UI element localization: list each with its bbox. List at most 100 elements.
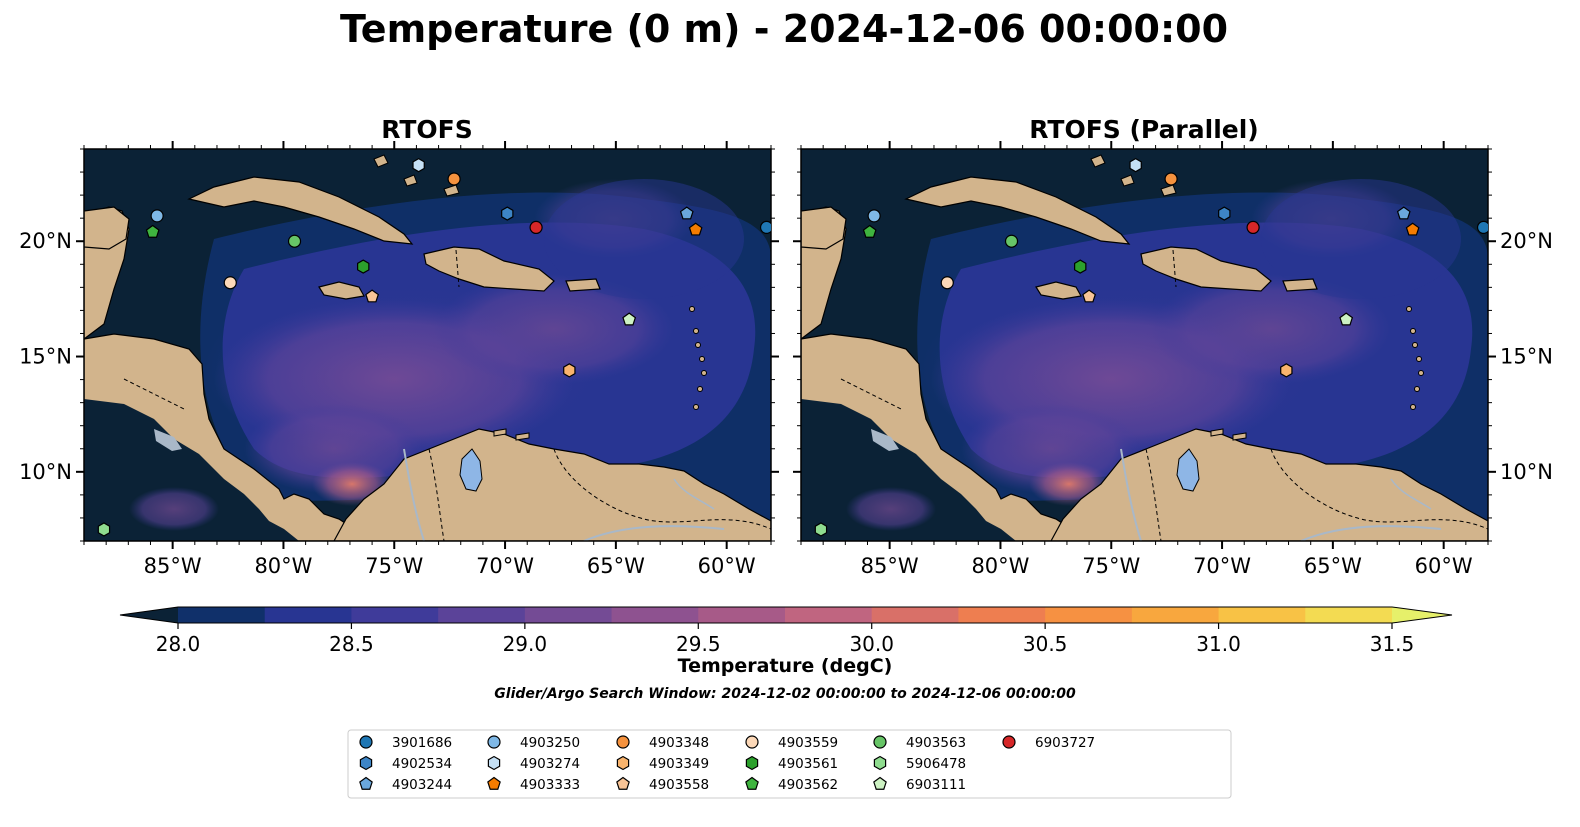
map-frame <box>800 148 1489 542</box>
legend-marker <box>359 755 373 771</box>
legend-marker <box>616 735 630 749</box>
colorbar-segment <box>524 607 613 623</box>
colorbar: 28.0 28.5 29.0 29.5 30.0 30.5 31.0 31.5 <box>119 606 1453 656</box>
legend-item-4903561: 4903561 <box>745 755 838 772</box>
x-tick-label: 60°W <box>1415 554 1473 578</box>
y-tick-label: 10°N <box>1500 460 1553 484</box>
float-marker-4903333 <box>1405 222 1420 236</box>
legend-label: 4903558 <box>649 777 709 793</box>
colorbar-tick-label: 28.0 <box>156 632 201 656</box>
colorbar-tick-label: 28.5 <box>329 632 374 656</box>
legend-item-5906478: 5906478 <box>873 755 966 772</box>
legend-marker <box>487 735 501 749</box>
float-markers <box>814 157 1488 537</box>
colorbar-segment <box>178 607 266 623</box>
colorbar-extend-low <box>120 607 178 623</box>
colorbar-segment <box>698 607 786 623</box>
colorbar-segment <box>1131 607 1220 623</box>
colorbar-tick-label: 30.5 <box>1023 632 1068 656</box>
legend-item-4903563: 4903563 <box>873 735 966 751</box>
y-tick-label: 15°N <box>1500 345 1553 369</box>
x-tick-label: 70°W <box>476 554 534 578</box>
legend-marker <box>873 776 887 790</box>
y-tick-label: 15°N <box>19 345 72 369</box>
colorbar-label: Temperature (degC) <box>678 655 893 677</box>
colorbar-segment <box>611 607 699 623</box>
colorbar-segment <box>264 607 353 623</box>
colorbar-segment <box>1305 607 1393 623</box>
float-marker-4903348 <box>447 172 461 186</box>
legend-marker <box>359 776 373 790</box>
legend-item-4903348: 4903348 <box>616 735 709 751</box>
legend-item-4902534: 4902534 <box>359 755 452 772</box>
legend-marker <box>745 776 759 790</box>
legend-label: 6903111 <box>906 777 966 793</box>
figure-title: Temperature (0 m) - 2024-12-06 00:00:00 <box>340 7 1228 51</box>
float-marker-4903563 <box>1004 234 1019 248</box>
legend-marker <box>1002 735 1016 749</box>
float-marker-4903348 <box>1164 172 1178 186</box>
float-marker-6903111 <box>1339 312 1354 326</box>
y-tick-label: 10°N <box>19 460 72 484</box>
float-marker-4903244 <box>679 206 694 220</box>
y-tick-label: 20°N <box>1500 229 1553 253</box>
colorbar-segment <box>958 607 1046 623</box>
legend-item-4903562: 4903562 <box>745 776 838 793</box>
legend-label: 5906478 <box>906 756 966 772</box>
legend-label: 4903274 <box>520 756 580 772</box>
float-marker-4903561 <box>1074 259 1087 274</box>
legend-label: 4903348 <box>649 735 709 751</box>
colorbar-tick-label: 31.5 <box>1370 632 1415 656</box>
colorbar-segment <box>351 607 439 623</box>
float-marker-4903349 <box>1280 363 1293 378</box>
float-markers <box>97 157 771 537</box>
colorbar-tick-label: 31.0 <box>1196 632 1241 656</box>
float-marker-4903333 <box>688 222 703 236</box>
x-tick-label: 65°W <box>587 554 645 578</box>
float-marker-4903563 <box>287 234 302 248</box>
legend-item-4903333: 4903333 <box>487 776 580 793</box>
float-marker-4903558 <box>1082 289 1096 303</box>
map-frame <box>83 148 772 542</box>
x-tick-label: 70°W <box>1193 554 1251 578</box>
legend-label: 4903562 <box>778 777 838 793</box>
legend-item-4903250: 4903250 <box>487 735 580 751</box>
legend-item-4903244: 4903244 <box>359 776 452 793</box>
panel-rtofs: RTOFS 85°W 80°W 75°W 70°W 65°W 60°W 10°N 15°N 20… <box>19 115 779 578</box>
panel-rtofs-parallel: RTOFS (Parallel) 85°W 80°W 75°W 70°W 65°W 60°… <box>793 115 1553 578</box>
x-tick-label: 65°W <box>1304 554 1362 578</box>
float-marker-4903349 <box>563 363 576 378</box>
x-tick-label: 75°W <box>365 554 423 578</box>
colorbar-tick-label: 29.0 <box>503 632 548 656</box>
float-marker-4903559 <box>223 276 237 290</box>
x-tick-label: 85°W <box>861 554 919 578</box>
legend-label: 4903563 <box>906 735 966 751</box>
legend-item-6903111: 6903111 <box>873 776 966 793</box>
colorbar-segment <box>1045 607 1133 623</box>
legend-item-4903349: 4903349 <box>616 755 709 772</box>
float-marker-4903561 <box>357 259 370 274</box>
colorbar-segment <box>785 607 873 623</box>
legend-label: 4903244 <box>392 777 452 793</box>
legend-item-3901686: 3901686 <box>359 735 452 751</box>
temperature-map <box>801 149 1488 541</box>
float-marker-5906478 <box>97 522 111 537</box>
legend-item-6903727: 6903727 <box>1002 735 1095 751</box>
legend: 3901686 4902534 4903244 4903250 4903274 49033… <box>347 729 1232 799</box>
float-marker-6903111 <box>622 312 637 326</box>
x-tick-label: 60°W <box>698 554 756 578</box>
float-marker-4903274 <box>1129 157 1142 173</box>
legend-label: 3901686 <box>392 735 452 751</box>
legend-marker <box>487 755 501 771</box>
float-marker-4902534 <box>501 206 514 221</box>
colorbar-segment <box>438 607 526 623</box>
float-marker-4903274 <box>412 157 425 173</box>
panel-title: RTOFS (Parallel) <box>1029 115 1258 144</box>
legend-marker <box>359 735 373 749</box>
search-window-note: Glider/Argo Search Window: 2024-12-02 00… <box>494 686 1076 702</box>
float-marker-4903562 <box>145 224 160 238</box>
float-marker-4902534 <box>1218 206 1231 221</box>
legend-item-4903274: 4903274 <box>487 755 580 772</box>
legend-label: 4903250 <box>520 735 580 751</box>
